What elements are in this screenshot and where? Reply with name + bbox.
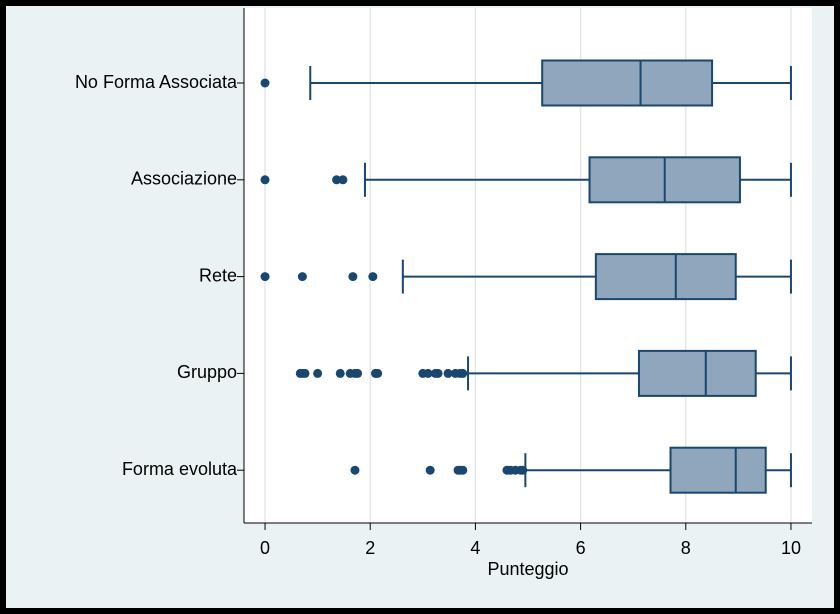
outlier	[373, 368, 383, 378]
outlier	[425, 465, 435, 475]
outlier	[335, 368, 345, 378]
y-tick-label: Gruppo	[177, 362, 237, 382]
outlier	[348, 272, 358, 282]
outlier	[368, 272, 378, 282]
outlier	[518, 465, 528, 475]
outlier	[458, 465, 468, 475]
y-tick-label: No Forma Associata	[75, 72, 238, 92]
outlier	[332, 175, 342, 185]
box	[541, 59, 714, 107]
x-axis-title: Punteggio	[487, 559, 568, 579]
outlier	[350, 465, 360, 475]
outlier	[338, 175, 348, 185]
x-tick-label: 8	[681, 538, 691, 558]
x-tick-label: 0	[260, 538, 270, 558]
outlier	[313, 368, 323, 378]
box	[669, 446, 767, 494]
outlier	[260, 78, 270, 88]
box	[637, 349, 757, 397]
y-tick-label: Forma evoluta	[122, 459, 238, 479]
box	[594, 253, 737, 301]
outlier	[260, 272, 270, 282]
x-tick-label: 2	[365, 538, 375, 558]
y-tick-label: Rete	[199, 265, 237, 285]
outlier	[433, 368, 443, 378]
outlier	[353, 368, 363, 378]
outlier	[297, 272, 307, 282]
x-tick-label: 10	[781, 538, 801, 558]
outlier	[260, 175, 270, 185]
outlier	[458, 368, 468, 378]
x-tick-label: 4	[470, 538, 480, 558]
y-tick-label: Associazione	[131, 169, 237, 189]
outlier	[443, 368, 453, 378]
x-tick-label: 6	[576, 538, 586, 558]
outlier	[300, 368, 310, 378]
outlier	[423, 368, 433, 378]
